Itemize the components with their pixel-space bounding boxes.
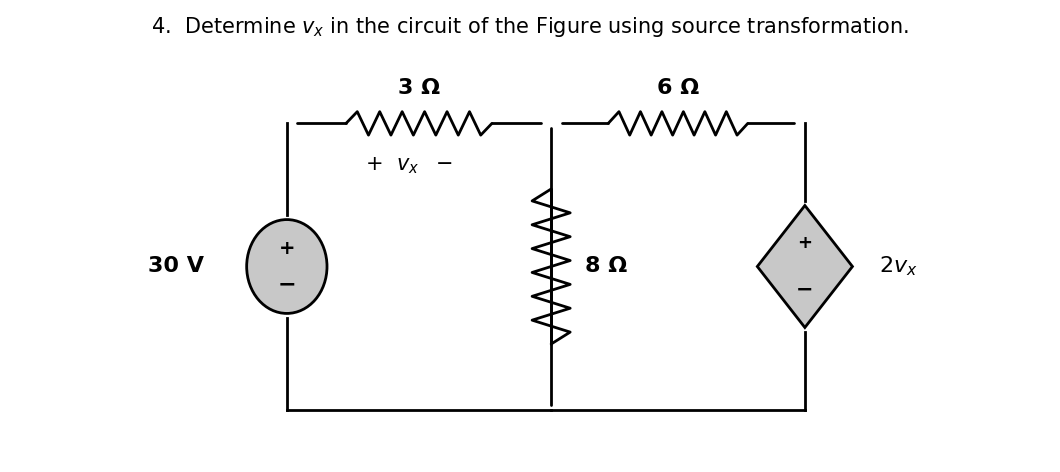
Text: −: −	[278, 274, 296, 295]
Text: 4.  Determine $v_x$ in the circuit of the Figure using source transformation.: 4. Determine $v_x$ in the circuit of the…	[152, 16, 908, 40]
Text: 6 Ω: 6 Ω	[657, 77, 700, 98]
Text: 8 Ω: 8 Ω	[585, 256, 628, 277]
Text: $+\ \ v_x\ \ -$: $+\ \ v_x\ \ -$	[365, 155, 453, 176]
Ellipse shape	[247, 219, 328, 313]
Text: 3 Ω: 3 Ω	[398, 77, 440, 98]
Text: −: −	[796, 280, 814, 300]
Text: +: +	[279, 239, 295, 258]
Polygon shape	[757, 205, 852, 328]
Text: +: +	[797, 234, 812, 253]
Text: $2v_x$: $2v_x$	[879, 255, 918, 278]
Text: 30 V: 30 V	[148, 256, 205, 277]
